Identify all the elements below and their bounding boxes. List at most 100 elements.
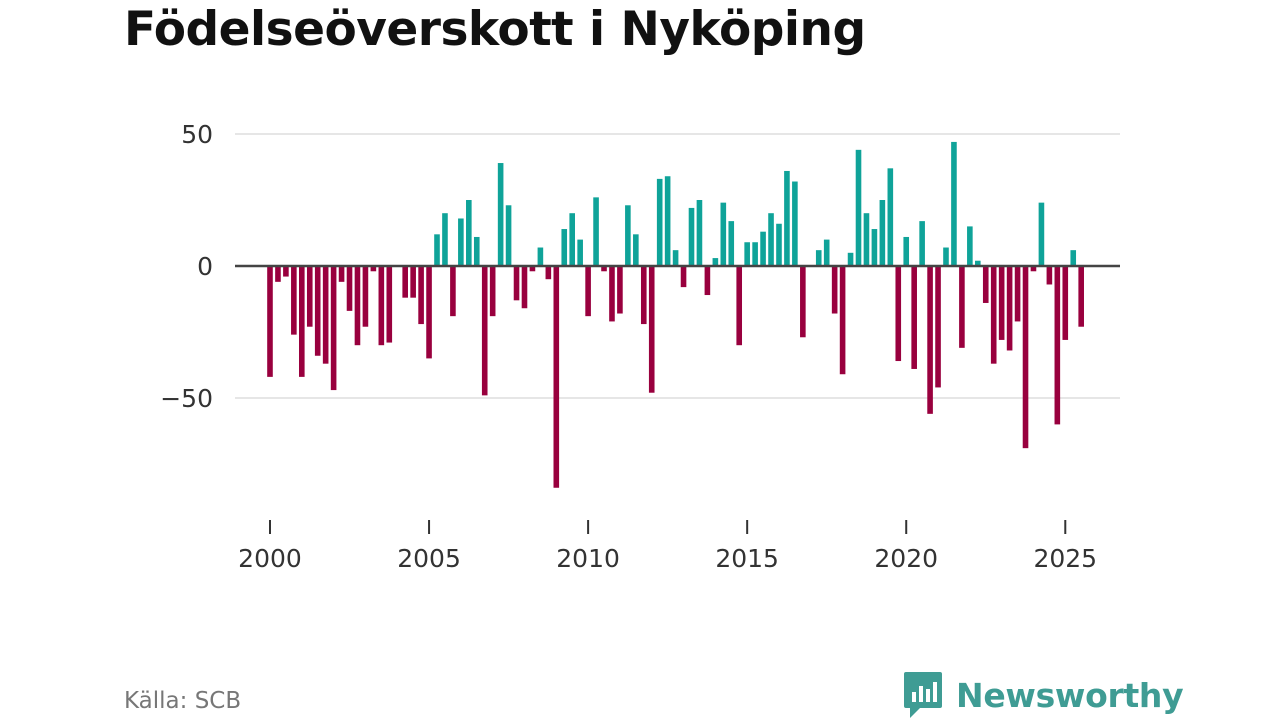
chart-bubble-icon — [904, 672, 942, 718]
bar — [601, 266, 607, 272]
bar — [1054, 266, 1061, 425]
bar — [1022, 266, 1029, 449]
bar — [863, 213, 870, 266]
y-tick-label: 0 — [197, 252, 213, 281]
x-tick-label: 2005 — [397, 544, 461, 573]
x-tick-label: 2025 — [1033, 544, 1097, 573]
bar — [792, 181, 798, 266]
bar — [593, 197, 599, 266]
bar — [895, 266, 902, 362]
bar — [489, 266, 496, 317]
bar — [823, 239, 830, 266]
bar — [466, 200, 472, 266]
bar — [283, 266, 289, 277]
bar — [513, 266, 520, 301]
bar — [967, 226, 973, 266]
bar — [656, 178, 663, 266]
bar — [680, 266, 687, 288]
bar — [299, 266, 305, 377]
bar — [736, 266, 743, 346]
bar — [473, 236, 480, 266]
bar — [370, 266, 377, 272]
bar — [497, 163, 504, 266]
y-tick-label: 50 — [181, 120, 213, 149]
bar — [943, 247, 949, 266]
bar — [306, 266, 313, 327]
bar — [903, 236, 910, 266]
bar — [887, 168, 894, 266]
bar — [815, 250, 822, 266]
brand-name: Newsworthy — [956, 675, 1184, 715]
source-note: Källa: SCB — [124, 688, 242, 714]
bar — [776, 223, 782, 266]
bar — [402, 266, 408, 298]
bar — [640, 266, 647, 325]
bar — [696, 200, 703, 266]
bar — [434, 234, 440, 266]
bar-series — [267, 141, 1084, 488]
bar — [831, 266, 838, 314]
bar — [672, 250, 679, 266]
bar — [609, 266, 615, 322]
brand-logo[interactable]: Newsworthy — [902, 670, 1184, 720]
bar — [664, 176, 671, 266]
bar — [1014, 266, 1021, 322]
bar — [1062, 266, 1069, 340]
bar — [577, 239, 583, 266]
bar — [1038, 202, 1045, 266]
bar — [330, 266, 337, 391]
bar — [951, 141, 957, 266]
bar — [410, 266, 416, 298]
bar — [545, 266, 552, 280]
bar — [720, 202, 727, 266]
bar — [648, 266, 655, 393]
bar — [458, 218, 464, 266]
bar — [378, 266, 385, 346]
bar — [871, 229, 878, 266]
bar — [927, 266, 933, 414]
bar — [688, 207, 695, 266]
y-axis-labels: 50 0 −50 — [160, 120, 213, 413]
chart-title: Födelseöverskott i Nyköping — [124, 2, 866, 57]
bar — [879, 200, 886, 266]
bar — [505, 205, 512, 266]
bar — [275, 266, 281, 282]
bar — [529, 266, 536, 272]
bar — [633, 234, 639, 266]
bar — [346, 266, 353, 311]
bar — [975, 260, 981, 266]
x-tick-label: 2010 — [556, 544, 620, 573]
bar — [267, 266, 273, 377]
bar — [919, 221, 925, 266]
x-tick-label: 2015 — [715, 544, 779, 573]
bar-chart: 2000 2005 2010 2015 2020 2025 50 0 −50 — [160, 120, 1120, 573]
bar — [1070, 250, 1077, 266]
x-tick-label: 2000 — [238, 544, 302, 573]
bar — [314, 266, 321, 356]
bar — [561, 229, 568, 266]
bar — [553, 266, 560, 488]
bar — [1046, 266, 1053, 285]
bar — [784, 170, 790, 266]
bar — [569, 213, 575, 266]
bar — [354, 266, 361, 346]
bar — [760, 231, 766, 266]
bar — [752, 242, 758, 266]
bar — [990, 266, 997, 364]
bar — [521, 266, 528, 309]
bar — [585, 266, 591, 317]
bar — [800, 266, 806, 338]
bar — [911, 266, 917, 369]
bar — [1078, 266, 1084, 327]
bar — [617, 266, 623, 314]
bar — [442, 213, 448, 266]
bar — [338, 266, 345, 282]
bar — [712, 258, 719, 266]
bar — [839, 266, 846, 375]
bar — [426, 266, 432, 359]
bar — [744, 242, 750, 266]
bar — [847, 252, 854, 266]
bar — [855, 149, 862, 266]
bar — [537, 247, 544, 266]
bar — [450, 266, 456, 317]
